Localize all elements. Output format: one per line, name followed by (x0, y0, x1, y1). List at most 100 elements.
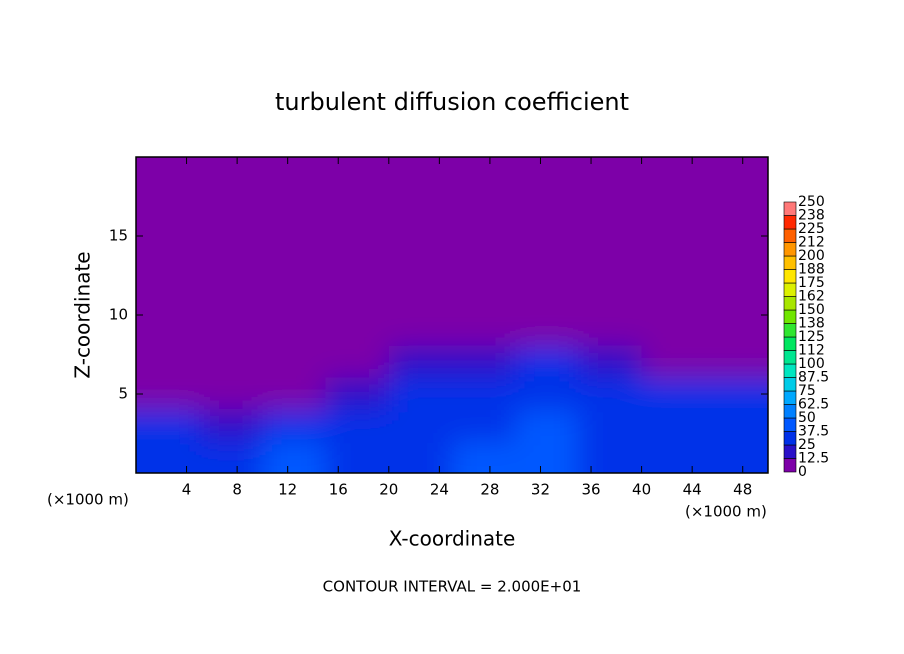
colorbar-swatch (783, 417, 797, 432)
field-cell (641, 157, 705, 189)
field-cell (452, 157, 516, 189)
field-cell (578, 251, 642, 284)
x-tick-label: 40 (632, 481, 651, 499)
x-tick-label: 24 (430, 481, 449, 499)
field (136, 157, 768, 473)
field-cell (262, 315, 326, 347)
field-cell (136, 441, 200, 473)
field-cell (515, 346, 579, 379)
field-cell (325, 157, 389, 189)
x-tick-label: 20 (379, 481, 398, 499)
colorbar-label: 112 (798, 343, 825, 359)
field-cell (262, 251, 326, 284)
field-cell (641, 378, 705, 410)
field-cell (515, 220, 579, 252)
field-cell (325, 346, 389, 379)
field-cell (325, 283, 389, 315)
field-cell (325, 188, 389, 221)
field-cell (704, 315, 768, 347)
field-cell (704, 188, 768, 221)
field-cell (452, 220, 516, 252)
field-cell (262, 409, 326, 442)
field-cell (325, 441, 389, 473)
field-cell (262, 378, 326, 410)
x-tick-label: 36 (581, 481, 600, 499)
field-cell (515, 315, 579, 347)
field-cell (325, 220, 389, 252)
x-tick-label: 44 (683, 481, 702, 499)
field-cell (515, 157, 579, 189)
field-cell (578, 283, 642, 315)
colorbar-swatch (783, 363, 797, 378)
field-cell (578, 188, 642, 221)
field-cell (515, 441, 579, 473)
colorbar-label: 175 (798, 275, 825, 291)
colorbar-swatch (783, 390, 797, 405)
x-tick-label: 48 (733, 481, 752, 499)
colorbar-label: 162 (798, 289, 825, 305)
field-cell (262, 188, 326, 221)
field-cells (136, 157, 768, 473)
colorbar-swatch (783, 296, 797, 311)
colorbar-label: 188 (798, 262, 825, 278)
colorbar-swatch (783, 201, 797, 216)
field-cell (578, 441, 642, 473)
colorbar-label: 100 (798, 356, 825, 372)
field-cell (578, 315, 642, 347)
colorbar-label: 200 (798, 248, 825, 264)
colorbar-label: 0 (798, 464, 807, 480)
field-cell (199, 157, 263, 189)
colorbar-label: 125 (798, 329, 825, 345)
field-cell (452, 251, 516, 284)
field-cell (199, 315, 263, 347)
colorbar-label: 225 (798, 221, 825, 237)
colorbar-swatch (783, 350, 797, 365)
field-cell (388, 315, 452, 347)
field-cell (136, 283, 200, 315)
field-cell (515, 378, 579, 410)
field-cell (515, 283, 579, 315)
field-cell (641, 220, 705, 252)
colorbar-label: 12.5 (798, 451, 829, 467)
field-cell (388, 220, 452, 252)
colorbar-label: 62.5 (798, 397, 829, 413)
field-cell (325, 378, 389, 410)
field-cell (578, 157, 642, 189)
colorbar-label: 25 (798, 437, 816, 453)
colorbar-label: 250 (798, 194, 825, 210)
field-cell (136, 346, 200, 379)
colorbar-swatch (783, 404, 797, 419)
colorbar-swatch (783, 444, 797, 459)
colorbar-swatch (783, 431, 797, 446)
field-cell (452, 441, 516, 473)
chart-title: turbulent diffusion coefficient (275, 88, 629, 116)
y-tick-label: 10 (109, 306, 128, 324)
x-unit-left: (×1000 m) (47, 491, 129, 509)
field-cell (388, 409, 452, 442)
field-cell (388, 251, 452, 284)
field-cell (388, 346, 452, 379)
colorbar-label: 75 (798, 383, 816, 399)
colorbar-swatch (783, 309, 797, 324)
field-cell (704, 220, 768, 252)
x-tick-label: 28 (480, 481, 499, 499)
field-cell (452, 188, 516, 221)
colorbar-swatch (783, 377, 797, 392)
x-tick-label: 12 (278, 481, 297, 499)
field-cell (136, 409, 200, 442)
field-cell (515, 409, 579, 442)
x-unit-right: (×1000 m) (685, 503, 767, 521)
field-cell (136, 251, 200, 284)
field-cell (199, 378, 263, 410)
x-tick-label: 16 (329, 481, 348, 499)
field-cell (199, 188, 263, 221)
field-cell (262, 157, 326, 189)
field-cell (325, 409, 389, 442)
x-axis-label: X-coordinate (389, 527, 516, 551)
field-cell (136, 378, 200, 410)
field-cell (578, 220, 642, 252)
y-tick-label: 5 (118, 385, 128, 403)
field-cell (704, 283, 768, 315)
field-cell (515, 188, 579, 221)
